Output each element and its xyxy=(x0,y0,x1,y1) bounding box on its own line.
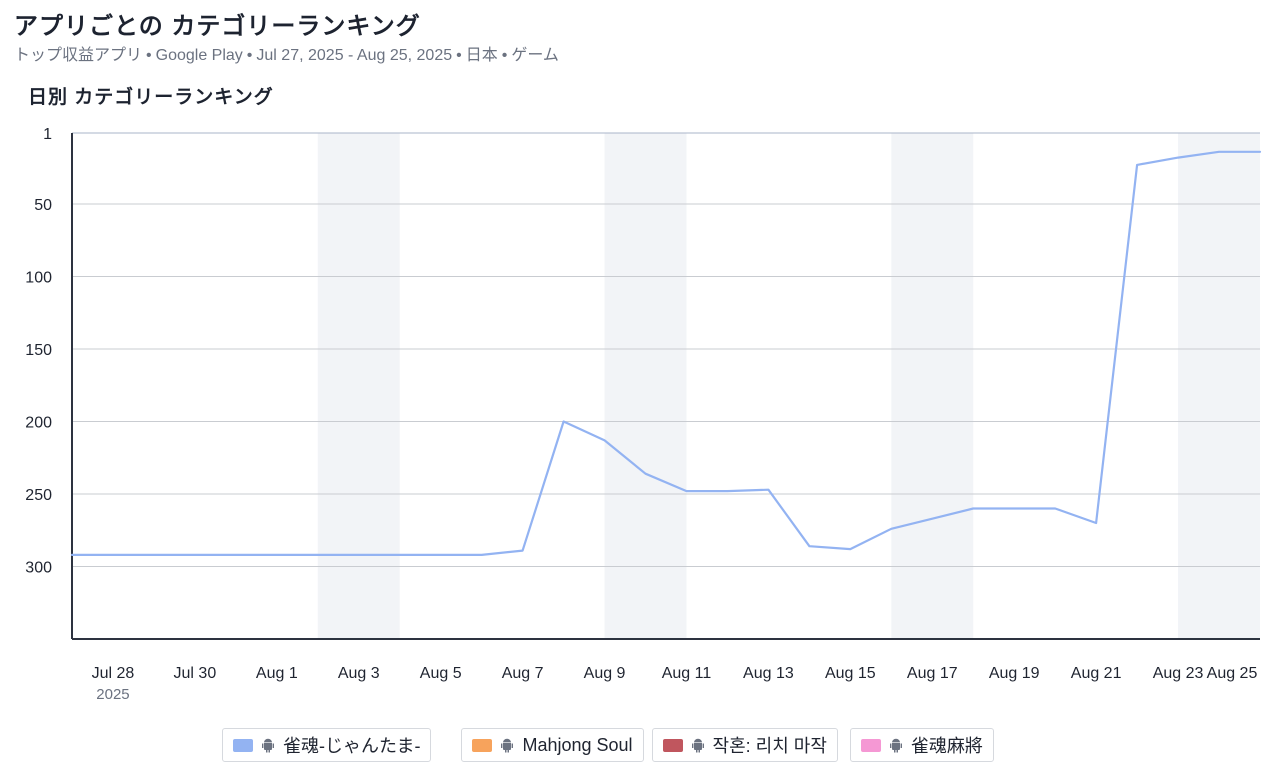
subtitle-store: Google Play xyxy=(155,47,243,64)
legend-label: 雀魂-じゃんたま- xyxy=(283,736,421,756)
separator: • xyxy=(146,47,152,64)
y-tick-label: 250 xyxy=(25,487,52,504)
legend-swatch xyxy=(472,738,493,752)
x-tick-label: Aug 23 xyxy=(1153,665,1204,682)
separator: • xyxy=(456,47,462,64)
x-tick-label: Aug 19 xyxy=(989,665,1040,682)
weekend-band xyxy=(317,133,400,639)
separator: • xyxy=(246,47,253,64)
subtitle-category: ゲーム xyxy=(511,47,559,64)
x-tick-label: Aug 15 xyxy=(825,665,876,682)
x-year-label: 2025 xyxy=(96,686,129,703)
x-tick-label: Aug 17 xyxy=(907,665,958,682)
separator: • xyxy=(501,47,508,64)
x-tick-label: Aug 9 xyxy=(584,665,626,682)
legend-swatch xyxy=(860,738,881,752)
legend-label: 雀魂麻將 xyxy=(910,736,983,756)
chart-title: 日別 カテゴリーランキング xyxy=(28,87,274,108)
legend-item-jakhon[interactable]: 작혼: 리치 마작 xyxy=(651,728,838,762)
android-icon xyxy=(262,738,274,753)
weekend-band xyxy=(604,133,687,639)
y-tick-label: 150 xyxy=(25,342,52,359)
legend-label: 작혼: 리치 마작 xyxy=(712,736,827,756)
legend-item-jantama-zh[interactable]: 雀魂麻將 xyxy=(849,728,994,762)
x-tick-label: Jul 28 xyxy=(92,665,135,682)
x-tick-label: Aug 13 xyxy=(743,665,794,682)
y-tick-label: 100 xyxy=(25,270,52,287)
subtitle-date-range: Jul 27, 2025 - Aug 25, 2025 xyxy=(256,47,453,64)
legend: 雀魂-じゃんたま- Mahjong Soul 작혼: 리치 마작 雀魂麻將 xyxy=(222,728,994,764)
legend-item-mahjong-soul[interactable]: Mahjong Soul xyxy=(461,728,644,762)
y-tick-label: 50 xyxy=(34,197,52,214)
android-icon xyxy=(501,738,514,753)
y-tick-label: 300 xyxy=(25,560,52,577)
x-tick-label: Aug 3 xyxy=(338,665,380,682)
android-icon xyxy=(691,738,704,753)
page-title: アプリごとの カテゴリーランキング xyxy=(14,13,421,40)
x-tick-label: Aug 7 xyxy=(502,665,544,682)
legend-swatch xyxy=(662,738,683,752)
x-tick-label: Aug 11 xyxy=(662,665,712,682)
weekend-band xyxy=(891,133,974,639)
legend-item-jantama[interactable]: 雀魂-じゃんたま- xyxy=(222,728,432,762)
subtitle-country: 日本 xyxy=(465,47,498,64)
subtitle: トップ収益アプリ • Google Play • Jul 27, 2025 - Aug … xyxy=(14,41,559,65)
x-tick-label: Jul 30 xyxy=(174,665,217,682)
android-icon xyxy=(889,738,902,753)
subtitle-chart-type: トップ収益アプリ xyxy=(14,47,143,64)
legend-label: Mahjong Soul xyxy=(522,734,633,755)
legend-swatch xyxy=(233,738,253,752)
x-tick-label: Aug 5 xyxy=(420,665,462,682)
weekend-band xyxy=(1178,133,1260,639)
x-tick-label: Aug 1 xyxy=(256,665,298,682)
y-tick-label: 1 xyxy=(43,126,52,143)
series-line xyxy=(70,150,1262,557)
y-tick-label: 200 xyxy=(25,415,52,432)
x-tick-label: Aug 21 xyxy=(1071,665,1122,682)
x-tick-label: Aug 25 xyxy=(1207,665,1258,682)
